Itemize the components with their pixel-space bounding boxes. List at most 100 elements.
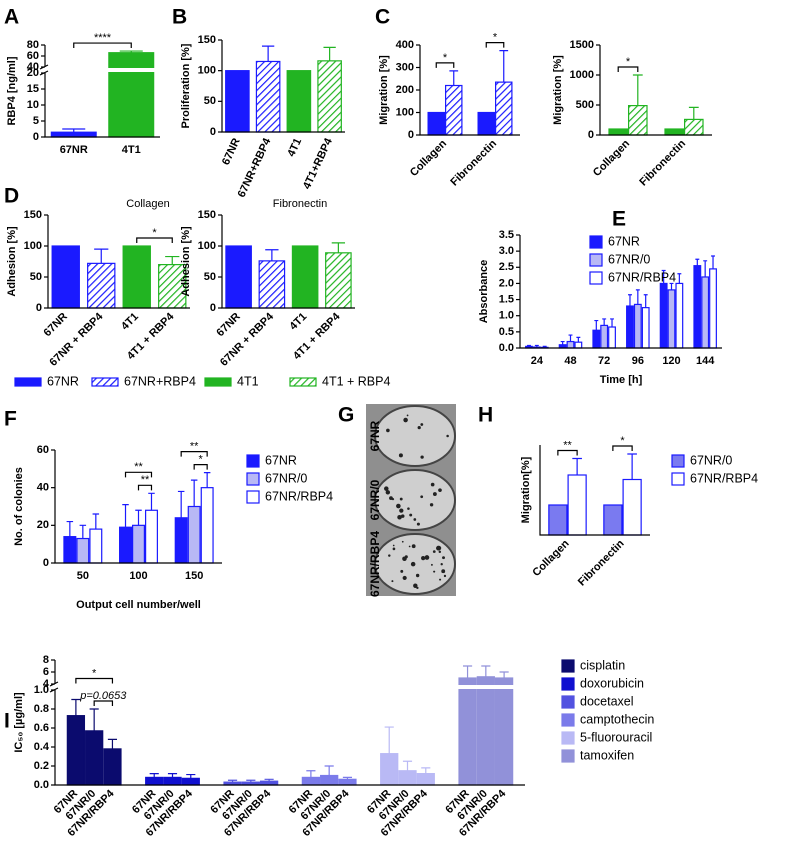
colony bbox=[402, 556, 407, 562]
significance-label: ** bbox=[563, 439, 572, 451]
legend-swatch bbox=[91, 377, 119, 387]
legend-swatch bbox=[561, 749, 575, 763]
y-tick-label: 0.6 bbox=[34, 722, 49, 734]
panel-letter: B bbox=[172, 6, 187, 29]
error-bar bbox=[661, 269, 666, 284]
error-bar bbox=[560, 340, 565, 345]
bar bbox=[291, 245, 319, 309]
x-tick-label: 67NR bbox=[214, 311, 242, 339]
error-bar bbox=[165, 255, 180, 265]
bar bbox=[89, 528, 103, 564]
bar bbox=[286, 70, 312, 133]
panel-letter: F bbox=[4, 408, 17, 431]
legend-swatch bbox=[204, 377, 232, 387]
error-bar bbox=[324, 765, 334, 776]
y-tick-label: 0.8 bbox=[34, 703, 49, 715]
legend-label: 67NR/RBP4 bbox=[690, 471, 758, 485]
colony bbox=[430, 563, 433, 566]
bar bbox=[600, 324, 609, 349]
error-bar bbox=[167, 773, 178, 778]
bar bbox=[50, 131, 97, 138]
axis-break bbox=[49, 685, 525, 689]
significance-label: ** bbox=[190, 441, 199, 453]
error-bar bbox=[384, 726, 394, 754]
error-bar bbox=[711, 255, 715, 269]
legend-label: 67NR/RBP4 bbox=[265, 489, 333, 503]
well-label: 67NR bbox=[368, 420, 382, 451]
colony bbox=[397, 514, 402, 520]
significance-label: * bbox=[620, 435, 625, 447]
y-axis-label: RBP4 [ng/ml] bbox=[6, 56, 18, 125]
bar bbox=[495, 81, 513, 136]
colony bbox=[442, 556, 445, 560]
significance-bracket bbox=[193, 464, 208, 470]
bar bbox=[592, 329, 601, 349]
colony bbox=[420, 455, 424, 459]
significance-label: * bbox=[443, 52, 448, 64]
legend-label: docetaxel bbox=[580, 694, 634, 708]
y-tick-label: 1.5 bbox=[499, 293, 514, 305]
bar bbox=[325, 252, 352, 309]
legend-label: 67NR+RBP4 bbox=[124, 374, 196, 388]
error-bar bbox=[261, 45, 275, 62]
chart-title: Collagen bbox=[126, 198, 169, 210]
y-tick-label: 0 bbox=[210, 302, 216, 314]
y-axis-label: No. of colonies bbox=[13, 467, 25, 546]
error-bar bbox=[107, 738, 118, 749]
bar bbox=[574, 341, 583, 349]
well-label: 67NR/RBP4 bbox=[368, 531, 382, 597]
legend-swatch bbox=[561, 659, 575, 673]
y-tick-label: 0 bbox=[33, 131, 39, 143]
bar bbox=[427, 111, 446, 136]
significance-bracket bbox=[435, 62, 455, 68]
legend-label: 67NR bbox=[265, 453, 297, 467]
error-bar bbox=[177, 490, 185, 518]
y-tick-label: 3.5 bbox=[499, 229, 514, 241]
bar bbox=[163, 776, 182, 786]
y-tick-label: 0.0 bbox=[34, 779, 49, 791]
bar bbox=[476, 676, 495, 786]
legend-label: 67NR/0 bbox=[690, 453, 732, 467]
x-tick-label: 4T1+RBP4 bbox=[301, 136, 335, 191]
error-bar bbox=[688, 106, 699, 120]
error-bar bbox=[203, 472, 211, 488]
significance-bracket bbox=[93, 700, 114, 706]
well-label: 67NR/0 bbox=[368, 479, 382, 520]
y-tick-label: 100 bbox=[396, 106, 414, 118]
error-bar bbox=[499, 671, 509, 678]
error-bar bbox=[71, 698, 81, 716]
x-tick-label: 48 bbox=[564, 355, 576, 367]
y-tick-label: 0 bbox=[588, 129, 594, 141]
x-axis-label: Output cell number/well bbox=[76, 599, 201, 611]
x-tick-label: 120 bbox=[662, 355, 680, 367]
error-bar bbox=[527, 344, 531, 347]
y-tick-label: 400 bbox=[396, 39, 414, 51]
error-bar bbox=[227, 779, 238, 783]
error-bar bbox=[481, 665, 491, 677]
colony bbox=[396, 503, 401, 509]
error-bar bbox=[66, 520, 74, 537]
bar bbox=[709, 268, 717, 349]
colony bbox=[443, 574, 447, 578]
bar bbox=[181, 777, 200, 786]
significance-label: * bbox=[199, 454, 204, 466]
colony bbox=[446, 434, 449, 438]
legend-swatch bbox=[246, 472, 260, 486]
y-tick-label: 5 bbox=[33, 115, 39, 127]
error-bar bbox=[568, 334, 573, 342]
bar bbox=[693, 265, 702, 349]
significance-label: ** bbox=[141, 474, 150, 486]
y-tick-label: 100 bbox=[24, 240, 42, 252]
bar bbox=[145, 776, 164, 786]
legend-swatch bbox=[246, 454, 260, 468]
x-tick-label: Fibronectin bbox=[637, 137, 688, 188]
y-tick-label: 10 bbox=[27, 99, 39, 111]
colony bbox=[433, 570, 436, 573]
error-bar bbox=[421, 767, 431, 774]
colony bbox=[410, 561, 416, 567]
legend-label: 67NR/0 bbox=[608, 252, 650, 266]
bar bbox=[633, 303, 642, 349]
x-tick-label: 4T1 bbox=[119, 311, 141, 333]
x-tick-label: 50 bbox=[77, 570, 89, 582]
bar bbox=[200, 487, 214, 564]
